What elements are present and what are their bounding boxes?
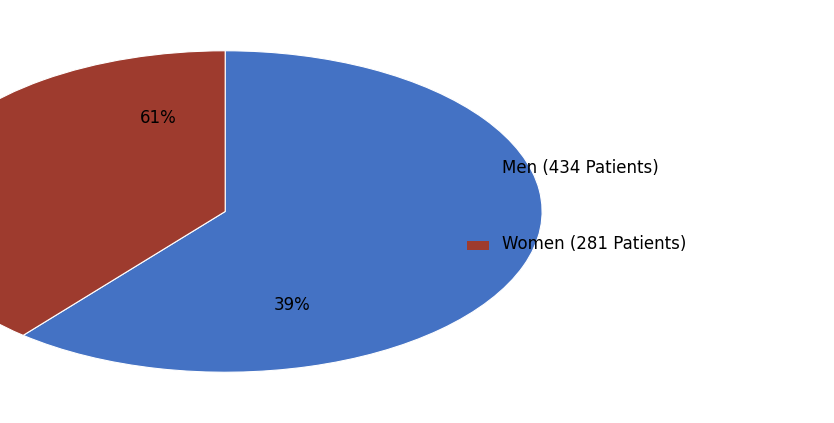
Text: 61%: 61% (140, 109, 177, 127)
Text: Women (281 Patients): Women (281 Patients) (501, 236, 686, 253)
Wedge shape (0, 51, 225, 335)
Text: 39%: 39% (274, 296, 310, 314)
Bar (467, 241, 489, 250)
Text: Men (434 Patients): Men (434 Patients) (501, 159, 658, 177)
Bar (467, 165, 489, 174)
Wedge shape (23, 51, 542, 372)
